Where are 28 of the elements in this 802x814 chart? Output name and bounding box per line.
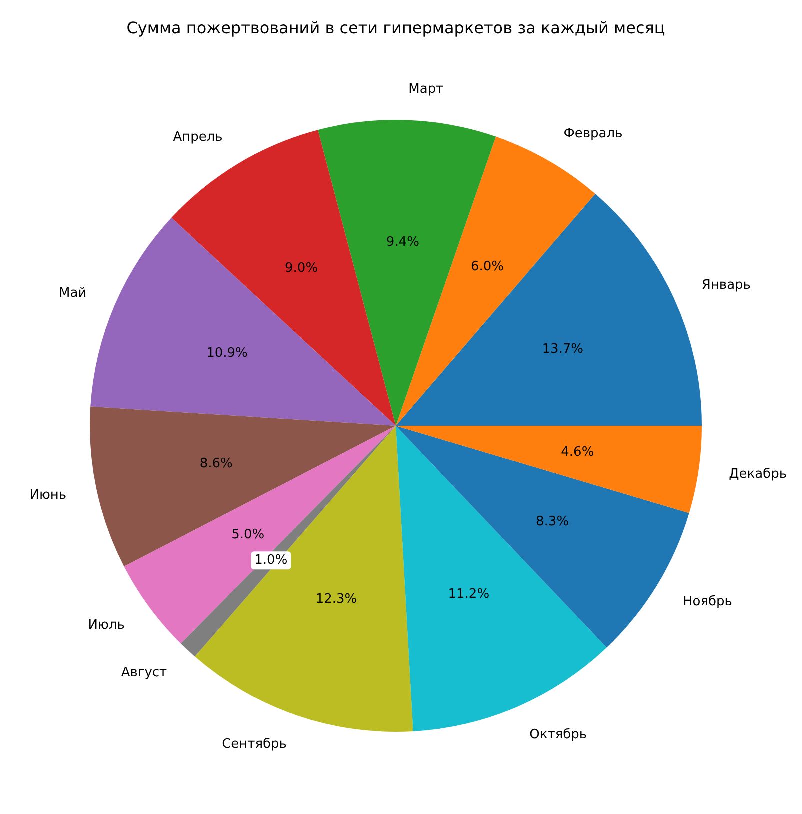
data-label: 9.0% xyxy=(285,261,318,276)
data-label: 5.0% xyxy=(232,527,265,542)
pie-slice xyxy=(195,426,414,732)
data-label: 11.2% xyxy=(448,587,490,602)
data-label: 13.7% xyxy=(542,342,584,357)
slice-label: Июль xyxy=(88,618,125,634)
slice-label: Апрель xyxy=(173,130,223,145)
data-label: 10.9% xyxy=(206,346,248,362)
slice-label: Декабрь xyxy=(729,466,787,482)
data-label: 6.0% xyxy=(470,259,504,274)
data-label: 4.6% xyxy=(561,444,594,460)
pie-slice xyxy=(124,426,396,644)
data-label: 8.3% xyxy=(536,514,570,530)
data-label: 1.0% xyxy=(254,553,288,568)
data-label: 12.3% xyxy=(316,592,358,608)
slice-label: Ноябрь xyxy=(683,594,732,610)
slice-label: Май xyxy=(59,286,87,301)
slice-label: Июнь xyxy=(30,488,67,503)
pie-slice xyxy=(90,406,396,567)
data-label: 9.4% xyxy=(386,235,420,250)
slice-label: Август xyxy=(121,665,168,680)
slice-label: Сентябрь xyxy=(222,736,287,752)
slice-label: Февраль xyxy=(564,126,623,142)
slice-label: Март xyxy=(408,82,444,98)
data-label: 8.6% xyxy=(200,456,233,472)
slice-label: Январь xyxy=(702,278,751,294)
slice-label: Октябрь xyxy=(530,727,588,742)
chart-title: Сумма пожертвований в сети гипермаркетов за каждый месяц xyxy=(126,18,666,38)
